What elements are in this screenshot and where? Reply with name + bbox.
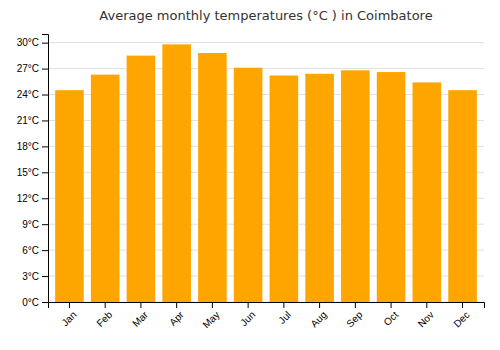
tick-label: Jan bbox=[59, 309, 78, 328]
tick-mark bbox=[42, 250, 48, 251]
tick-mark bbox=[42, 198, 48, 199]
tick: Apr bbox=[167, 302, 186, 328]
tick: Dec bbox=[451, 302, 471, 329]
axis-line bbox=[42, 35, 49, 303]
tick-mark bbox=[355, 302, 356, 308]
tick-mark bbox=[283, 302, 284, 308]
bars bbox=[55, 44, 477, 302]
tick-label: May bbox=[200, 309, 221, 330]
bar bbox=[305, 74, 334, 302]
tick: 0°C bbox=[22, 297, 48, 308]
tick-label: Aug bbox=[308, 309, 328, 329]
bar bbox=[341, 70, 370, 302]
tick-label: Feb bbox=[94, 309, 114, 329]
bar bbox=[162, 44, 191, 302]
bar bbox=[55, 90, 84, 302]
tick-label: Apr bbox=[167, 309, 186, 328]
tick-label: 15°C bbox=[17, 167, 39, 178]
tick-mark bbox=[140, 302, 141, 308]
tick-label: 9°C bbox=[22, 219, 39, 230]
grid-line bbox=[48, 42, 484, 43]
tick: 12°C bbox=[17, 193, 48, 204]
bar bbox=[270, 75, 299, 302]
tick: 6°C bbox=[22, 245, 48, 256]
tick-label: Nov bbox=[416, 309, 436, 329]
tick-label: 18°C bbox=[17, 141, 39, 152]
y-axis: 0°C 3°C 6°C 9°C 12°C 15°C 18°C 21°C 24°C 27°C 30°C bbox=[17, 35, 49, 308]
bar bbox=[198, 53, 227, 302]
tick-mark bbox=[391, 302, 392, 308]
tick: 27°C bbox=[17, 63, 48, 74]
tick: Jan bbox=[59, 302, 78, 328]
tick-mark bbox=[42, 120, 48, 121]
axis-line bbox=[49, 303, 485, 309]
tick: Jun bbox=[238, 302, 257, 328]
tick: 18°C bbox=[17, 141, 48, 152]
tick-label: 3°C bbox=[22, 271, 39, 282]
tick: Jul bbox=[276, 302, 293, 326]
tick-label: Sep bbox=[344, 309, 365, 330]
tick-label: 27°C bbox=[17, 63, 39, 74]
tick-label: Dec bbox=[451, 309, 471, 329]
bar bbox=[91, 75, 120, 302]
tick-mark bbox=[248, 302, 249, 308]
tick-mark bbox=[426, 302, 427, 308]
tick-label: Oct bbox=[381, 309, 400, 328]
tick: 9°C bbox=[22, 219, 48, 230]
grid-line bbox=[48, 68, 484, 69]
tick-label: Mar bbox=[130, 309, 150, 329]
tick: 21°C bbox=[17, 115, 48, 126]
tick-mark bbox=[42, 276, 48, 277]
tick: May bbox=[200, 302, 221, 330]
tick-mark bbox=[42, 172, 48, 173]
tick-mark bbox=[42, 224, 48, 225]
tick: Sep bbox=[344, 302, 365, 329]
chart: 0°C 3°C 6°C 9°C 12°C 15°C 18°C 21°C 24°C 27°C 30°C… bbox=[0, 0, 500, 350]
bar bbox=[448, 90, 477, 302]
tick-mark bbox=[462, 302, 463, 308]
tick-mark bbox=[176, 302, 177, 308]
tick-mark bbox=[42, 146, 48, 147]
tick: Feb bbox=[94, 302, 114, 329]
tick-label: 24°C bbox=[17, 89, 39, 100]
x-axis: Jan Feb Mar Apr May Jun Jul Aug Sep Oct Nov Dec bbox=[49, 302, 485, 330]
tick-label: Jun bbox=[238, 309, 257, 328]
tick-mark bbox=[42, 69, 48, 70]
tick: 15°C bbox=[17, 167, 48, 178]
tick-mark bbox=[319, 302, 320, 308]
tick-label: 12°C bbox=[17, 193, 39, 204]
tick: Nov bbox=[416, 302, 436, 329]
tick: 30°C bbox=[17, 37, 48, 48]
tick-mark bbox=[42, 95, 48, 96]
title: Average monthly temperatures (°C ) in Co… bbox=[99, 8, 432, 23]
bar bbox=[413, 82, 442, 302]
tick-label: 30°C bbox=[17, 37, 39, 48]
tick-mark bbox=[69, 302, 70, 308]
tick-label: 21°C bbox=[17, 115, 39, 126]
bar bbox=[234, 68, 263, 302]
tick: 24°C bbox=[17, 89, 48, 100]
tick-label: 0°C bbox=[22, 297, 39, 308]
tick-mark bbox=[105, 302, 106, 308]
grid bbox=[48, 43, 484, 302]
tick: Aug bbox=[308, 302, 328, 329]
bar bbox=[127, 56, 156, 302]
tick-mark bbox=[42, 302, 48, 303]
tick: Mar bbox=[130, 302, 150, 329]
tick-mark bbox=[42, 43, 48, 44]
tick: Oct bbox=[381, 302, 400, 328]
tick-label: Jul bbox=[276, 309, 293, 326]
tick: 3°C bbox=[22, 271, 48, 282]
tick-label: 6°C bbox=[22, 245, 39, 256]
tick-mark bbox=[212, 302, 213, 308]
bar bbox=[377, 72, 406, 302]
